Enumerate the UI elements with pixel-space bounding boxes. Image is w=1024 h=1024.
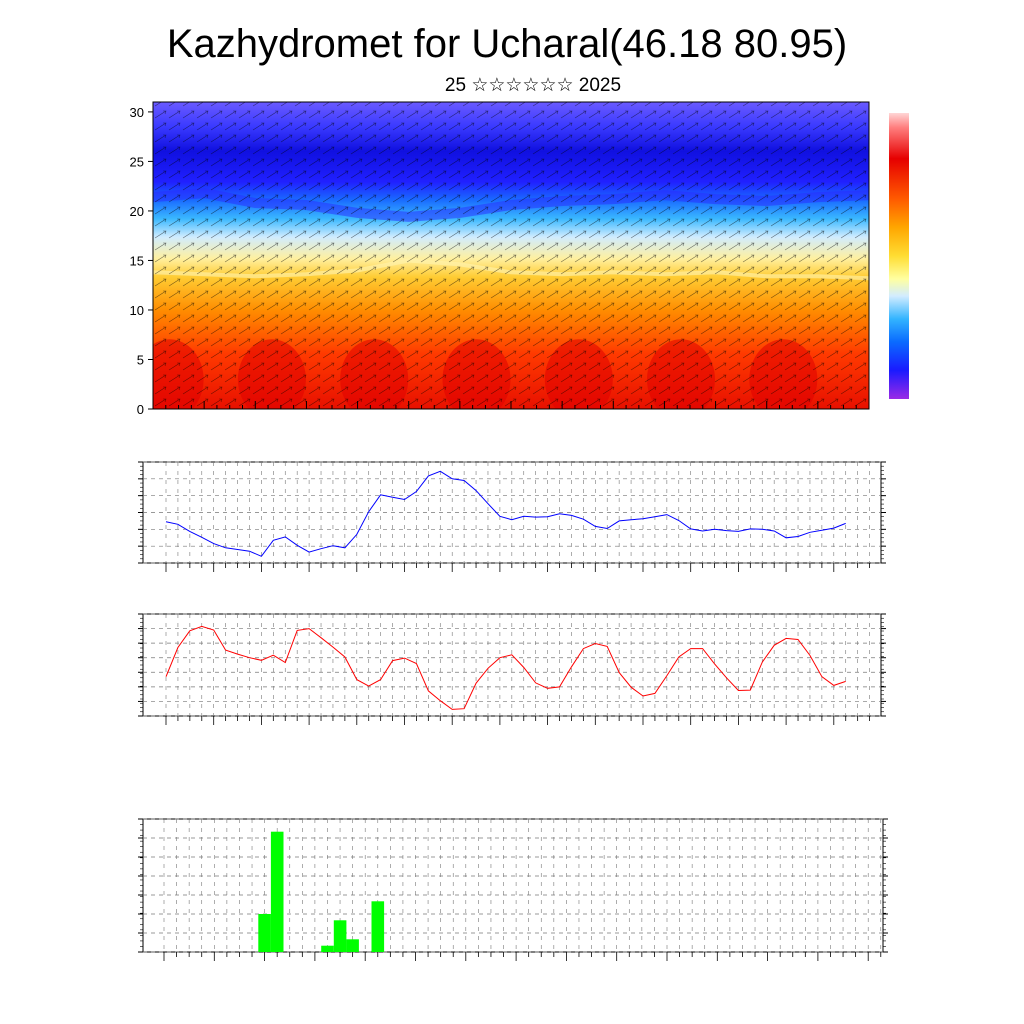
- page-title: Kazhydromet for Ucharal(46.18 80.95): [167, 22, 847, 66]
- precip-panel: [138, 818, 888, 961]
- colorbar: [889, 113, 909, 399]
- wind-barbs-overlay: [153, 102, 869, 409]
- y-tick-label: 15: [130, 253, 144, 268]
- page-subtitle: 25 ☆☆☆☆☆☆ 2025: [445, 75, 621, 96]
- precip-bar: [258, 914, 271, 952]
- series-line: [165, 470, 846, 557]
- y-tick-label: 25: [130, 154, 144, 169]
- temperature-heatmap: 0 5 10 15 20 25 30: [130, 101, 870, 417]
- precip-bar: [346, 939, 359, 952]
- plot-frame: [142, 818, 884, 953]
- plot-frame: [142, 613, 882, 717]
- precip-bar: [321, 945, 334, 952]
- y-tick-label: 5: [137, 352, 144, 367]
- series-line: [165, 625, 846, 710]
- heatmap-y-axis: 0 5 10 15 20 25 30: [130, 105, 153, 417]
- precip-bar: [333, 920, 347, 952]
- precip-bar: [270, 831, 284, 952]
- pmsl-panel: [138, 461, 886, 572]
- y-tick-label: 0: [137, 402, 144, 417]
- y-tick-label: 30: [130, 105, 144, 120]
- heatmap-x-axis: [152, 401, 870, 409]
- y-tick-label: 10: [130, 303, 144, 318]
- y-tick-label: 20: [130, 204, 144, 219]
- temp-panel: [138, 613, 886, 725]
- colorbar-ramp: [889, 113, 909, 399]
- precip-bar: [371, 901, 385, 952]
